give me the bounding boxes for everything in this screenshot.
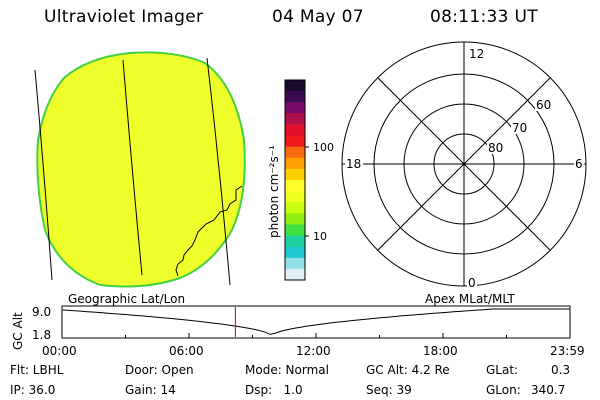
apex-coord-label: Apex MLat/MLT xyxy=(425,292,515,306)
ip-readout: IP: 36.0 xyxy=(10,383,56,397)
colorbar-segment xyxy=(285,113,305,125)
door-readout: Door: Open xyxy=(125,363,194,377)
time-tick-0000: 00:00 xyxy=(42,344,77,358)
colorbar-segment xyxy=(285,180,305,192)
colorbar-label-10: 10 xyxy=(313,230,327,243)
altitude-plot xyxy=(61,305,571,339)
mode-readout: Mode: Normal xyxy=(245,363,329,377)
polar-grid xyxy=(341,41,587,287)
mlt-label-0: 0 xyxy=(468,276,476,290)
altitude-max-label: 9.0 xyxy=(32,305,51,319)
longitude-line xyxy=(122,59,143,276)
color-scale-frame xyxy=(284,79,306,281)
colorbar-segment xyxy=(285,124,305,137)
colorbar-segment xyxy=(285,235,305,248)
glon-value: 340.7 xyxy=(531,383,566,397)
gc-alt-readout: GC Alt: 4.2 Re xyxy=(366,363,450,377)
colorbar-segment xyxy=(285,224,305,237)
colorbar-segment xyxy=(285,268,305,281)
colorbar-unit-label: photon cm⁻²s⁻¹ xyxy=(267,145,281,238)
colorbar-segment xyxy=(285,213,305,225)
earth-image xyxy=(34,51,246,288)
colorbar-segment xyxy=(285,157,305,170)
polar-diagonal xyxy=(377,77,551,251)
glon-label: GLon: xyxy=(486,383,521,397)
colorbar-segment xyxy=(285,135,305,148)
colorbar-segment xyxy=(285,168,305,181)
geographic-coord-label: Geographic Lat/Lon xyxy=(68,292,185,306)
filter-readout: Flt: LBHL xyxy=(10,363,64,377)
dsp-readout: Dsp: 1.0 xyxy=(245,383,303,397)
mlt-label-12: 12 xyxy=(469,47,484,61)
time-tick-1200: 12:00 xyxy=(296,344,331,358)
mlt-label-18: 18 xyxy=(346,157,361,171)
colorbar-segment xyxy=(285,257,305,270)
altitude-axis-label: GC Alt xyxy=(11,312,25,350)
time-tick-2359: 23:59 xyxy=(550,344,585,358)
time-tick-0600: 06:00 xyxy=(169,344,204,358)
altitude-curve xyxy=(61,308,570,335)
seq-readout: Seq: 39 xyxy=(366,383,412,397)
colorbar-segment xyxy=(285,246,305,259)
glat-value: 0.3 xyxy=(551,363,571,377)
mlat-label-80: 80 xyxy=(488,141,503,155)
gain-readout: Gain: 14 xyxy=(125,383,176,397)
colorbar-segment xyxy=(285,91,305,103)
colorbar-label-100: 100 xyxy=(313,141,334,154)
mlat-label-70: 70 xyxy=(512,121,527,135)
colorbar-segment xyxy=(285,191,305,203)
altitude-min-label: 1.8 xyxy=(32,328,51,342)
colorbar-segment xyxy=(285,202,305,214)
colorbar-segment xyxy=(285,80,305,92)
observation-date: 04 May 07 xyxy=(272,7,364,27)
longitude-line xyxy=(206,57,231,286)
mlat-label-60: 60 xyxy=(536,98,551,112)
observation-time: 08:11:33 UT xyxy=(430,7,538,27)
coastline xyxy=(175,185,243,277)
color-scale-bar xyxy=(285,80,305,281)
glat-label: GLat: xyxy=(486,363,519,377)
longitude-line xyxy=(34,69,53,281)
colorbar-segment xyxy=(285,146,305,159)
colorbar-segment xyxy=(285,102,305,114)
instrument-title: Ultraviolet Imager xyxy=(44,7,204,27)
mlt-label-6: 6 xyxy=(575,157,583,171)
time-tick-1800: 18:00 xyxy=(423,344,458,358)
